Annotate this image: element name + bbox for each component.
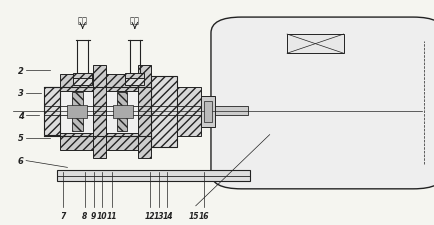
Bar (204, 101, 212, 123)
Bar (60, 134, 92, 151)
Bar (125, 79, 144, 86)
Text: 16: 16 (198, 212, 208, 220)
Bar (113, 106, 132, 118)
Bar (105, 74, 138, 91)
Text: 7: 7 (60, 212, 66, 220)
Bar (177, 88, 201, 136)
Text: 2: 2 (18, 66, 24, 75)
Bar (105, 91, 138, 134)
Bar (116, 92, 127, 132)
Bar (73, 79, 92, 86)
Bar (73, 74, 92, 79)
Text: 14: 14 (162, 212, 172, 220)
Bar (67, 106, 87, 118)
Text: 3: 3 (18, 89, 24, 98)
Bar (43, 88, 60, 135)
Text: 进水: 进水 (130, 16, 139, 25)
Bar (138, 65, 151, 159)
Text: 13: 13 (153, 212, 164, 220)
Bar (60, 74, 92, 91)
Text: 12: 12 (145, 212, 155, 220)
Text: 6: 6 (18, 156, 24, 165)
Bar (213, 107, 247, 116)
Bar (105, 134, 138, 151)
Bar (286, 35, 343, 54)
Bar (92, 65, 105, 159)
FancyBboxPatch shape (210, 18, 434, 189)
Text: 11: 11 (107, 212, 117, 220)
Text: 10: 10 (97, 212, 107, 220)
Bar (60, 91, 92, 134)
Text: 4: 4 (18, 111, 24, 120)
Text: 8: 8 (82, 212, 87, 220)
Bar (201, 97, 215, 127)
Bar (56, 170, 250, 181)
Text: 9: 9 (91, 212, 96, 220)
Bar (125, 74, 144, 79)
Text: 5: 5 (18, 134, 24, 143)
Text: 15: 15 (188, 212, 198, 220)
Bar (151, 76, 177, 147)
Bar (72, 92, 82, 132)
Text: 排水: 排水 (78, 16, 87, 25)
